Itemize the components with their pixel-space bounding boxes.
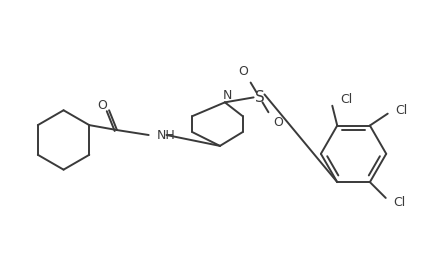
Text: O: O xyxy=(273,116,283,129)
Text: Cl: Cl xyxy=(396,104,408,117)
Text: S: S xyxy=(255,90,264,105)
Text: NH: NH xyxy=(157,129,175,143)
Text: O: O xyxy=(238,65,248,78)
Text: Cl: Cl xyxy=(340,93,353,106)
Text: N: N xyxy=(223,89,233,102)
Text: O: O xyxy=(97,99,107,112)
Text: Cl: Cl xyxy=(394,196,406,209)
